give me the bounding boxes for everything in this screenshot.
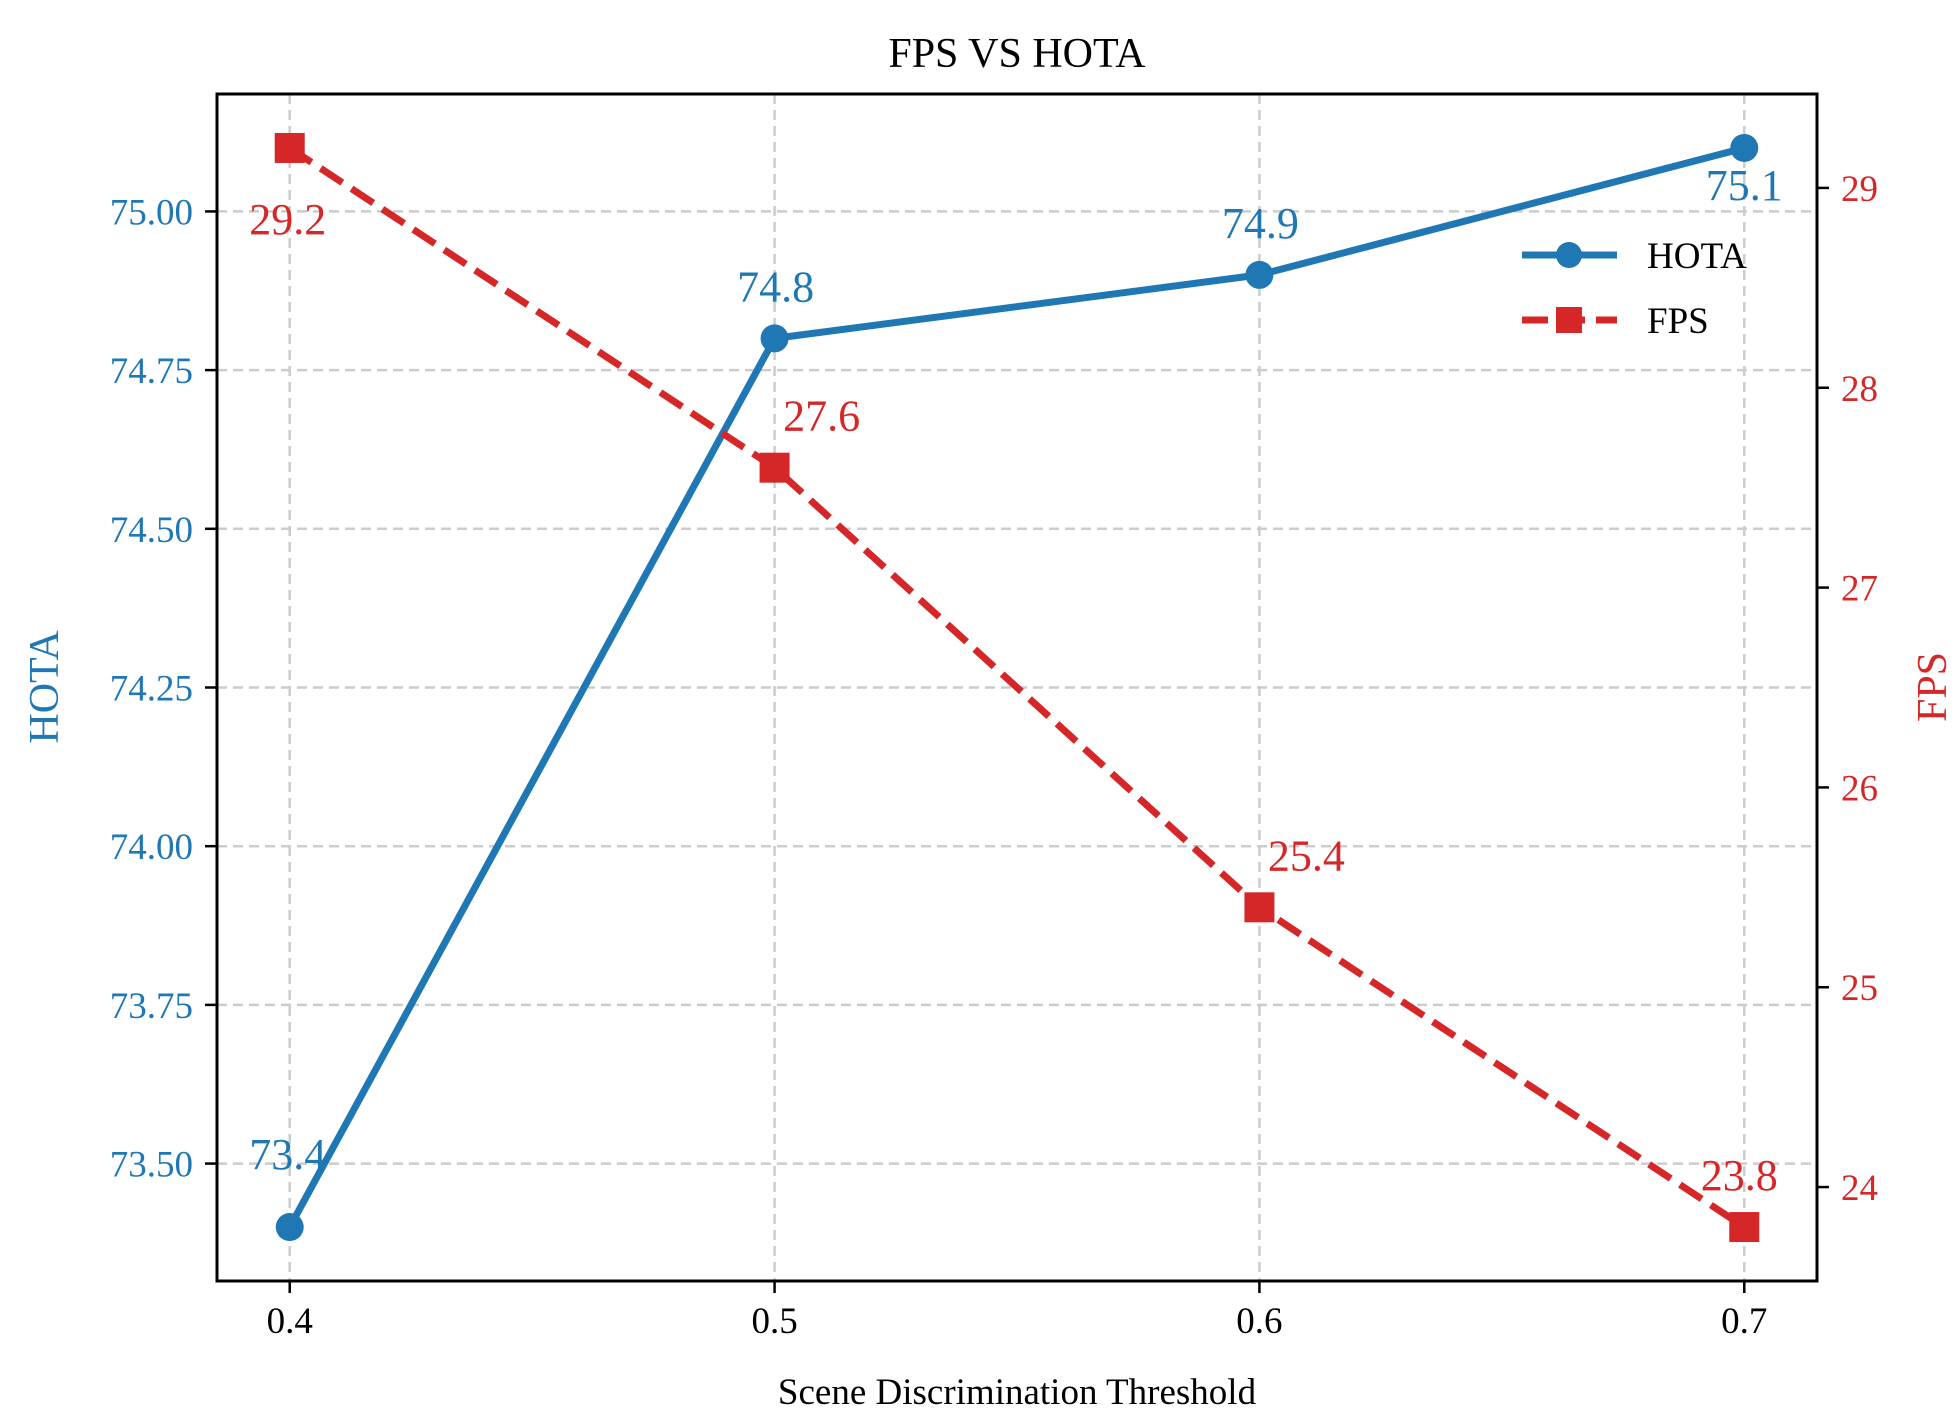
right-y-tick-label: 29 [1841, 169, 1878, 210]
x-tick-label: 0.4 [267, 1301, 313, 1342]
left-y-tick-label: 74.00 [110, 827, 193, 868]
legend-hota-label: HOTA [1647, 236, 1747, 277]
fps-data-label: 23.8 [1701, 1151, 1778, 1200]
fps-data-label: 27.6 [783, 392, 860, 441]
axes-layer: 0.4 0.5 0.6 0.7 73.50 73.75 74.00 74.25 74.50 74.… [110, 169, 1878, 1342]
x-tick-label: 0.5 [751, 1301, 797, 1342]
fps-point-marker [274, 132, 305, 163]
fps-point-marker [1729, 1212, 1760, 1243]
left-y-tick-label: 74.50 [110, 510, 193, 551]
fps-series-line [287, 145, 1747, 1230]
x-axis-label: Scene Discrimination Threshold [778, 1372, 1257, 1413]
right-y-tick-label: 28 [1841, 369, 1878, 410]
left-y-tick-label: 75.00 [110, 192, 193, 233]
right-y-axis-label: FPS [1910, 652, 1956, 722]
legend-fps-marker [1556, 307, 1582, 333]
chart-title: FPS VS HOTA [888, 31, 1146, 77]
hota-data-label: 74.8 [737, 262, 814, 311]
x-tick-label: 0.6 [1236, 1301, 1282, 1342]
hota-point-marker [1245, 260, 1274, 289]
hota-point-marker [760, 324, 789, 353]
fps-point-marker [1244, 892, 1275, 923]
hota-point-marker [275, 1213, 304, 1242]
left-y-axis-label: HOTA [22, 630, 68, 744]
fps-point-marker [759, 452, 790, 483]
legend: HOTA FPS [1522, 236, 1747, 342]
hota-series-line [286, 144, 1746, 1229]
right-y-tick-label: 27 [1841, 569, 1878, 610]
x-tick-label: 0.7 [1721, 1301, 1767, 1342]
left-y-tick-label: 74.75 [110, 351, 193, 392]
right-y-tick-label: 24 [1841, 1168, 1878, 1209]
left-y-tick-label: 74.25 [110, 669, 193, 710]
series-layer: 73.4 74.8 74.9 75.1 29.2 27.6 25.4 23.8 [249, 132, 1783, 1243]
hota-data-label: 73.4 [249, 1130, 326, 1179]
legend-fps-label: FPS [1647, 301, 1709, 342]
hota-point-marker [1730, 133, 1759, 162]
left-y-tick-label: 73.75 [110, 986, 193, 1027]
hota-data-label: 74.9 [1222, 199, 1299, 248]
right-y-tick-label: 25 [1841, 968, 1878, 1009]
legend-hota-marker [1556, 242, 1582, 268]
fps-data-label: 29.2 [249, 195, 326, 244]
hota-data-label: 75.1 [1706, 161, 1783, 210]
right-y-tick-label: 26 [1841, 768, 1878, 809]
grid-layer [217, 94, 1817, 1281]
fps-data-label: 25.4 [1268, 831, 1345, 880]
left-y-tick-label: 73.50 [110, 1145, 193, 1186]
